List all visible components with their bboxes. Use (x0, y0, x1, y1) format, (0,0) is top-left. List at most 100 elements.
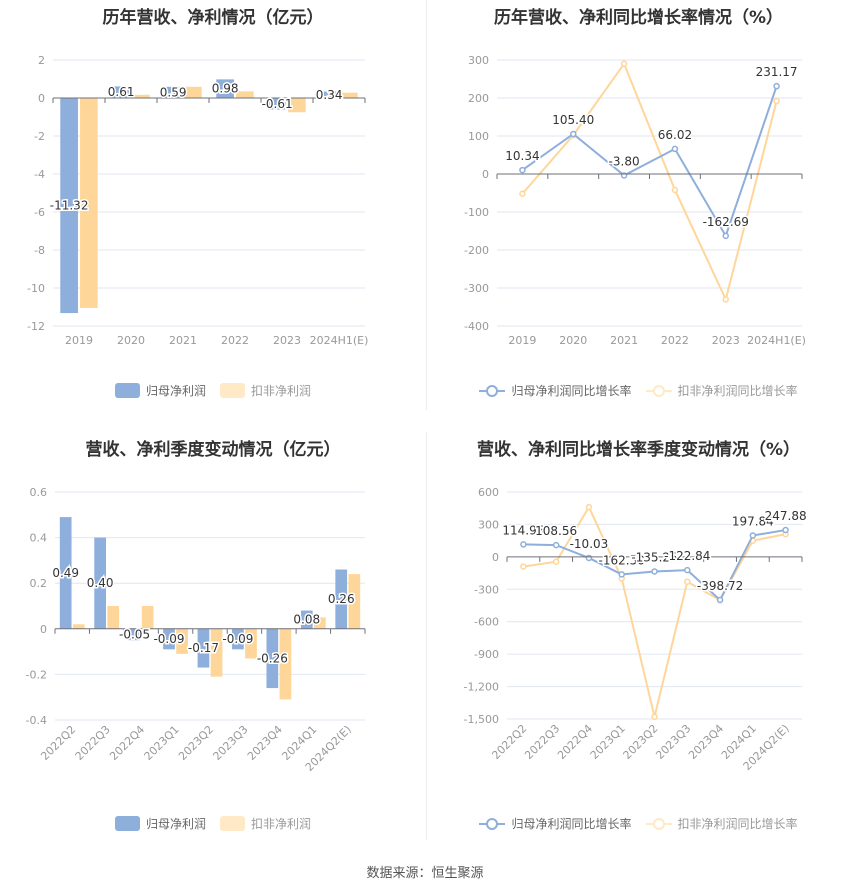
bar[interactable] (184, 86, 202, 98)
bar[interactable] (340, 92, 358, 98)
legend-item-deducted-net-profit[interactable]: 扣非净利润 (220, 815, 311, 832)
bar[interactable] (164, 86, 182, 98)
bar[interactable] (94, 537, 106, 629)
y-tick-label: 100 (468, 130, 489, 143)
y-tick-label: 0.2 (30, 577, 48, 590)
bar[interactable] (314, 617, 326, 629)
bar[interactable] (268, 98, 286, 110)
data-point[interactable] (671, 145, 679, 153)
y-tick-label: 0 (482, 168, 489, 181)
legend-swatch-blue (114, 383, 140, 398)
data-point[interactable] (520, 541, 527, 548)
y-tick-label: -400 (464, 320, 489, 333)
bar[interactable] (107, 606, 120, 629)
bar[interactable] (80, 98, 98, 308)
panel-title: 历年营收、净利情况（亿元） (102, 8, 324, 28)
data-label: 231.17 (756, 65, 798, 79)
data-point[interactable] (782, 526, 789, 534)
data-point[interactable] (585, 503, 593, 511)
data-label: -10.03 (570, 537, 609, 551)
bar[interactable] (128, 628, 141, 641)
data-point[interactable] (520, 563, 527, 570)
y-tick-label: -1,500 (464, 713, 499, 726)
bar[interactable] (288, 98, 306, 113)
y-tick-label: 2 (38, 54, 45, 67)
bar[interactable] (232, 628, 244, 650)
data-point[interactable] (519, 166, 526, 174)
data-point[interactable] (671, 186, 679, 194)
legend: 归母净利润同比增长率 扣非净利润同比增长率 (427, 382, 850, 399)
data-point[interactable] (618, 571, 625, 578)
x-tick-label: 2020 (117, 334, 145, 347)
data-point[interactable] (722, 296, 729, 303)
bar[interactable] (197, 628, 210, 668)
data-label: -0.26 (257, 651, 288, 665)
data-point[interactable] (773, 97, 780, 105)
data-label: 108.56 (535, 524, 577, 538)
data-point[interactable] (620, 60, 628, 68)
data-label: 0.26 (328, 592, 355, 606)
x-tick-label: 2024H1(E) (747, 334, 806, 347)
y-tick-label: -900 (474, 648, 499, 661)
legend-item-deducted-net-profit[interactable]: 扣非净利润 (220, 382, 311, 399)
bar[interactable] (279, 628, 292, 700)
bar[interactable] (300, 610, 313, 629)
series-line (521, 61, 778, 303)
data-label: -162.69 (703, 215, 749, 229)
x-tick-label: 2023Q1 (588, 722, 628, 762)
data-point[interactable] (684, 566, 691, 574)
x-tick-label: 2023Q2 (621, 722, 661, 762)
x-tick-label: 2022Q3 (522, 722, 562, 762)
data-point[interactable] (716, 596, 724, 604)
legend-item-parent-net-profit[interactable]: 归母净利润 (114, 382, 206, 399)
data-point[interactable] (749, 532, 757, 539)
data-point[interactable] (651, 713, 658, 721)
panel-title: 营收、净利季度变动情况（亿元） (85, 440, 341, 460)
data-point[interactable] (651, 568, 658, 575)
y-tick-label: 0.6 (30, 486, 48, 499)
x-tick-label: 2024H1(E) (310, 334, 369, 347)
series-line (521, 85, 778, 239)
bar[interactable] (132, 94, 150, 98)
data-point[interactable] (722, 232, 729, 240)
legend-item-deducted-growth[interactable]: 扣非净利润同比增长率 (645, 815, 798, 832)
legend-label: 归母净利润 (145, 817, 206, 831)
legend-item-parent-net-profit[interactable]: 归母净利润 (114, 815, 206, 832)
bar[interactable] (335, 569, 348, 629)
bar[interactable] (320, 91, 338, 98)
y-tick-label: -1,200 (464, 681, 499, 694)
bar[interactable] (216, 79, 234, 98)
y-tick-label: 600 (478, 486, 499, 499)
data-point[interactable] (552, 541, 560, 549)
bar[interactable] (266, 628, 279, 689)
legend-item-parent-growth[interactable]: 归母净利润同比增长率 (479, 815, 632, 832)
bar[interactable] (210, 628, 223, 677)
bar[interactable] (141, 606, 154, 629)
x-tick-label: 2019 (508, 334, 536, 347)
bar[interactable] (59, 517, 72, 629)
vertical-divider-bottom (426, 432, 427, 840)
bar[interactable] (72, 624, 85, 629)
bar[interactable] (163, 628, 175, 650)
data-point[interactable] (773, 82, 780, 90)
data-point[interactable] (684, 578, 691, 585)
y-tick-label: -2 (34, 130, 45, 143)
data-label: -135.25 (631, 550, 677, 564)
quarterly-profit-panel: 营收、净利季度变动情况（亿元） (0, 432, 426, 840)
bar[interactable] (236, 91, 254, 98)
series-line (523, 504, 786, 718)
legend-item-deducted-growth[interactable]: 扣非净利润同比增长率 (645, 382, 798, 399)
data-point[interactable] (552, 558, 560, 565)
bar[interactable] (245, 628, 257, 659)
bar[interactable] (60, 98, 78, 314)
bar[interactable] (176, 628, 188, 654)
x-tick-label: 2023 (712, 334, 740, 347)
bar[interactable] (112, 86, 130, 98)
data-label: 0.59 (160, 85, 187, 99)
data-point[interactable] (570, 130, 577, 138)
data-point[interactable] (585, 554, 593, 562)
legend-label: 归母净利润 (145, 384, 206, 398)
data-point[interactable] (519, 190, 526, 198)
bar[interactable] (348, 574, 361, 629)
legend-item-parent-growth[interactable]: 归母净利润同比增长率 (479, 382, 632, 399)
